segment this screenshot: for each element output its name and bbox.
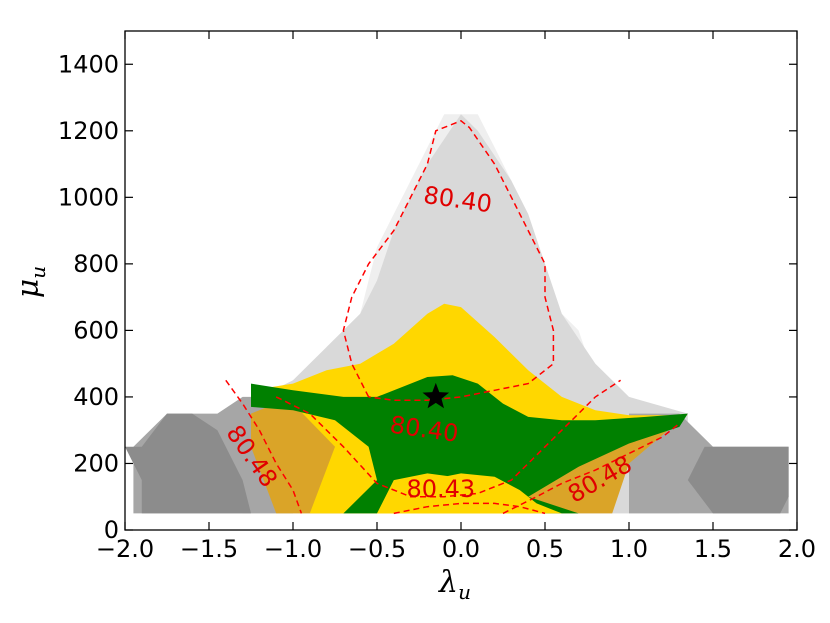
x-axis-title-main: λ xyxy=(438,565,458,600)
y-axis-ticks: 0 200 400 600 800 1000 1200 1400 xyxy=(58,50,797,544)
x-tick-label: 0.0 xyxy=(442,535,480,563)
contour-line-80-48-4 xyxy=(502,422,680,515)
x-tick-label: −1.5 xyxy=(180,535,238,563)
x-tick-label: −1.0 xyxy=(264,535,322,563)
region-yellow-bottom xyxy=(377,473,562,514)
y-tick-label: 1400 xyxy=(58,50,119,78)
region-dark-gray-right xyxy=(687,446,789,514)
filled-regions xyxy=(125,114,789,514)
best-fit-star-marker xyxy=(422,382,450,409)
x-axis-ticks: −2.0 −1.5 −1.0 −0.5 0.0 0.5 1.0 1.5 2.0 xyxy=(96,31,816,563)
x-axis-title: λu xyxy=(438,565,471,604)
y-tick-label: 800 xyxy=(73,250,119,278)
region-green xyxy=(251,375,688,514)
contour-lines xyxy=(225,119,680,515)
x-tick-label: 1.5 xyxy=(694,535,732,563)
contour-label-2: 80.43 xyxy=(406,475,475,503)
y-tick-label: 200 xyxy=(73,449,119,477)
y-tick-label: 0 xyxy=(104,516,119,544)
star-marker xyxy=(422,382,450,409)
y-axis-title: μu xyxy=(11,266,50,298)
y-axis-title-sub: u xyxy=(26,266,50,279)
x-tick-label: −2.0 xyxy=(96,535,154,563)
x-tick-label: −0.5 xyxy=(348,535,406,563)
y-tick-label: 1200 xyxy=(58,117,119,145)
x-tick-label: 1.0 xyxy=(610,535,648,563)
contour-line-80-48-3 xyxy=(225,379,303,514)
x-tick-label: 2.0 xyxy=(778,535,816,563)
y-tick-label: 400 xyxy=(73,383,119,411)
contour-line-80-40-1 xyxy=(275,379,622,498)
y-tick-label: 600 xyxy=(73,316,119,344)
x-axis-title-sub: u xyxy=(458,580,471,604)
contour-line-80-43-2 xyxy=(393,502,546,515)
y-axis-title-main: μ xyxy=(11,279,46,299)
region-dark-gray-left xyxy=(125,413,251,514)
y-tick-label: 1000 xyxy=(58,183,119,211)
contour-line-80-40-0 xyxy=(342,119,555,402)
x-tick-label: 0.5 xyxy=(526,535,564,563)
